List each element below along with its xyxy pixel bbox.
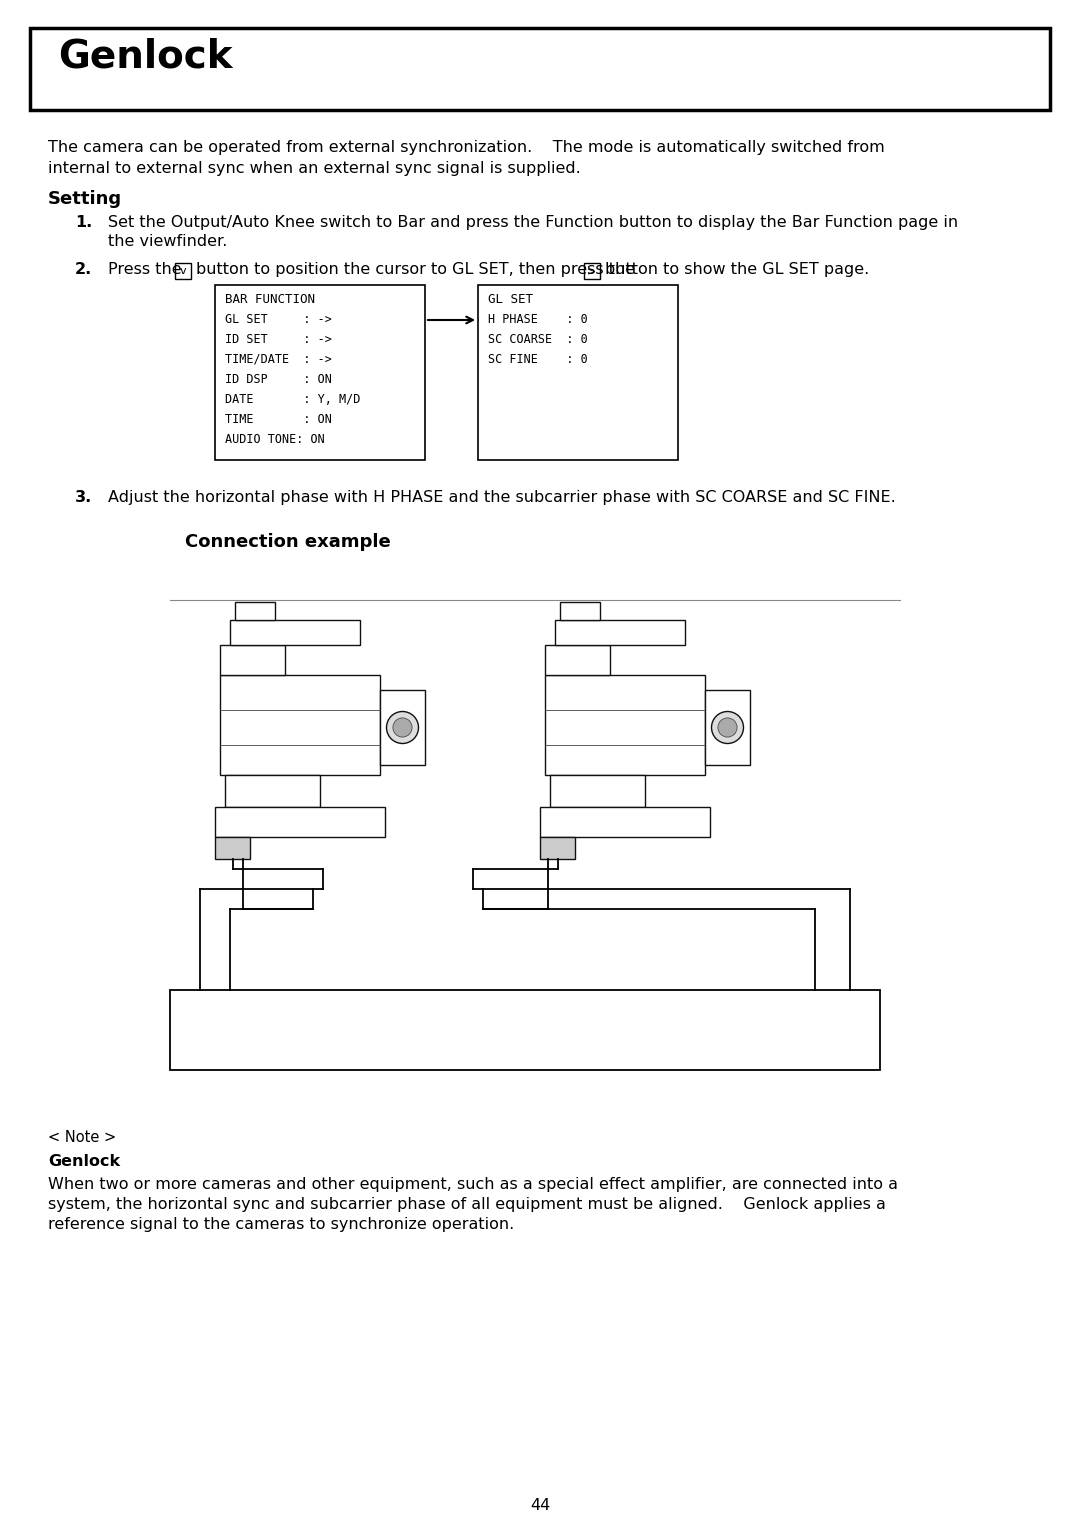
Text: internal to external sync when an external sync signal is supplied.: internal to external sync when an extern… bbox=[48, 160, 581, 176]
Text: the viewfinder.: the viewfinder. bbox=[108, 234, 228, 249]
Bar bbox=[550, 775, 645, 807]
Circle shape bbox=[712, 712, 743, 744]
Circle shape bbox=[387, 712, 419, 744]
Text: button to position the cursor to GL SET, then press the: button to position the cursor to GL SET,… bbox=[195, 261, 635, 277]
Text: >: > bbox=[588, 266, 596, 277]
Text: BAR FUNCTION: BAR FUNCTION bbox=[225, 293, 315, 306]
Bar bbox=[584, 263, 600, 280]
Text: TIME       : ON: TIME : ON bbox=[225, 413, 332, 426]
Text: 1.: 1. bbox=[75, 215, 92, 231]
Bar bbox=[215, 837, 249, 859]
Text: system, the horizontal sync and subcarrier phase of all equipment must be aligne: system, the horizontal sync and subcarri… bbox=[48, 1196, 886, 1212]
Circle shape bbox=[393, 718, 413, 736]
Text: GL SET     : ->: GL SET : -> bbox=[225, 313, 332, 325]
Bar bbox=[215, 286, 426, 460]
Text: AUDIO TONE: ON: AUDIO TONE: ON bbox=[225, 432, 325, 446]
Circle shape bbox=[718, 718, 737, 736]
Text: reference signal to the cameras to synchronize operation.: reference signal to the cameras to synch… bbox=[48, 1216, 514, 1232]
Bar bbox=[170, 990, 880, 1070]
Text: button to show the GL SET page.: button to show the GL SET page. bbox=[605, 261, 869, 277]
Text: SC FINE    : 0: SC FINE : 0 bbox=[488, 353, 588, 367]
Bar bbox=[235, 602, 275, 620]
Bar bbox=[225, 775, 320, 807]
Bar bbox=[220, 675, 380, 775]
Bar bbox=[705, 691, 750, 766]
Text: Video input connector: Video input connector bbox=[195, 1015, 378, 1033]
Bar bbox=[220, 645, 285, 675]
Bar bbox=[561, 602, 600, 620]
Text: Press the: Press the bbox=[108, 261, 181, 277]
Bar bbox=[215, 807, 384, 837]
Text: Special effect generator: Special effect generator bbox=[424, 1042, 625, 1060]
Text: When two or more cameras and other equipment, such as a special effect amplifier: When two or more cameras and other equip… bbox=[48, 1177, 897, 1192]
Text: TIME/DATE  : ->: TIME/DATE : -> bbox=[225, 353, 332, 367]
Text: 44: 44 bbox=[530, 1497, 550, 1513]
Text: v: v bbox=[179, 266, 187, 277]
Text: SC COARSE  : 0: SC COARSE : 0 bbox=[488, 333, 588, 345]
Bar bbox=[555, 620, 685, 645]
Text: ID SET     : ->: ID SET : -> bbox=[225, 333, 332, 345]
Bar bbox=[230, 620, 360, 645]
Text: 3.: 3. bbox=[75, 490, 92, 504]
Text: Set the Output/Auto Knee switch to Bar and press the Function button to display : Set the Output/Auto Knee switch to Bar a… bbox=[108, 215, 958, 231]
Bar bbox=[380, 691, 426, 766]
Text: DATE       : Y, M/D: DATE : Y, M/D bbox=[225, 393, 361, 406]
Bar bbox=[540, 837, 575, 859]
Text: 2.: 2. bbox=[75, 261, 92, 277]
Text: Genlock: Genlock bbox=[58, 38, 232, 76]
Text: Connection example: Connection example bbox=[185, 533, 391, 552]
Text: ID DSP     : ON: ID DSP : ON bbox=[225, 373, 332, 387]
Text: < Note >: < Note > bbox=[48, 1131, 117, 1144]
Text: Setting: Setting bbox=[48, 189, 122, 208]
Bar bbox=[540, 807, 710, 837]
Bar bbox=[175, 263, 191, 280]
Bar bbox=[545, 645, 610, 675]
Text: The camera can be operated from external synchronization.    The mode is automat: The camera can be operated from external… bbox=[48, 141, 885, 154]
Text: H PHASE    : 0: H PHASE : 0 bbox=[488, 313, 588, 325]
Text: GL SET: GL SET bbox=[488, 293, 534, 306]
Bar bbox=[478, 286, 678, 460]
Bar bbox=[30, 28, 1050, 110]
Text: Adjust the horizontal phase with H PHASE and the subcarrier phase with SC COARSE: Adjust the horizontal phase with H PHASE… bbox=[108, 490, 895, 504]
Text: Genlock: Genlock bbox=[48, 1154, 120, 1169]
Text: Sync output connector: Sync output connector bbox=[666, 1015, 855, 1033]
Bar bbox=[545, 675, 705, 775]
